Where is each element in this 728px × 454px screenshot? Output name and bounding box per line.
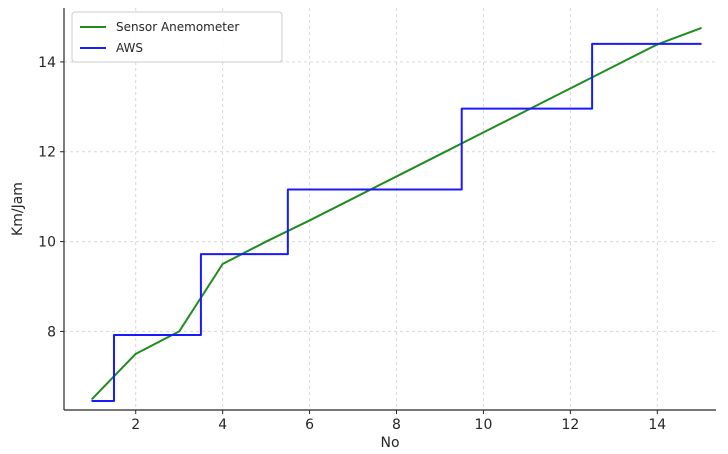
- legend-label-aws: AWS: [116, 41, 143, 55]
- y-tick-label-14: 14: [38, 55, 56, 71]
- grid-layer: [64, 8, 716, 410]
- x-tick-label-8: 8: [392, 417, 401, 433]
- x-tick-label-2: 2: [131, 417, 140, 433]
- y-axis-title: Km/Jam: [10, 182, 26, 236]
- series-layer: [91, 27, 702, 403]
- x-tick-label-14: 14: [648, 417, 666, 433]
- y-tick-label-8: 8: [47, 324, 56, 340]
- x-tick-label-6: 6: [305, 417, 314, 433]
- x-tick-label-4: 4: [218, 417, 227, 433]
- axes-layer: 2 4 6 8 10 12 14 8 10 12 14: [38, 8, 716, 433]
- series-line-sensor-anemometer: [91, 27, 702, 400]
- y-tick-label-10: 10: [38, 235, 56, 251]
- x-tick-label-12: 12: [561, 417, 579, 433]
- x-tick-label-10: 10: [475, 417, 493, 433]
- x-axis-title: No: [380, 435, 399, 451]
- legend: Sensor Anemometer AWS: [71, 11, 283, 63]
- legend-box: [71, 11, 283, 63]
- legend-label-sensor-anemometer: Sensor Anemometer: [116, 20, 239, 34]
- y-tick-label-12: 12: [38, 145, 56, 161]
- series-line-aws: [91, 42, 702, 403]
